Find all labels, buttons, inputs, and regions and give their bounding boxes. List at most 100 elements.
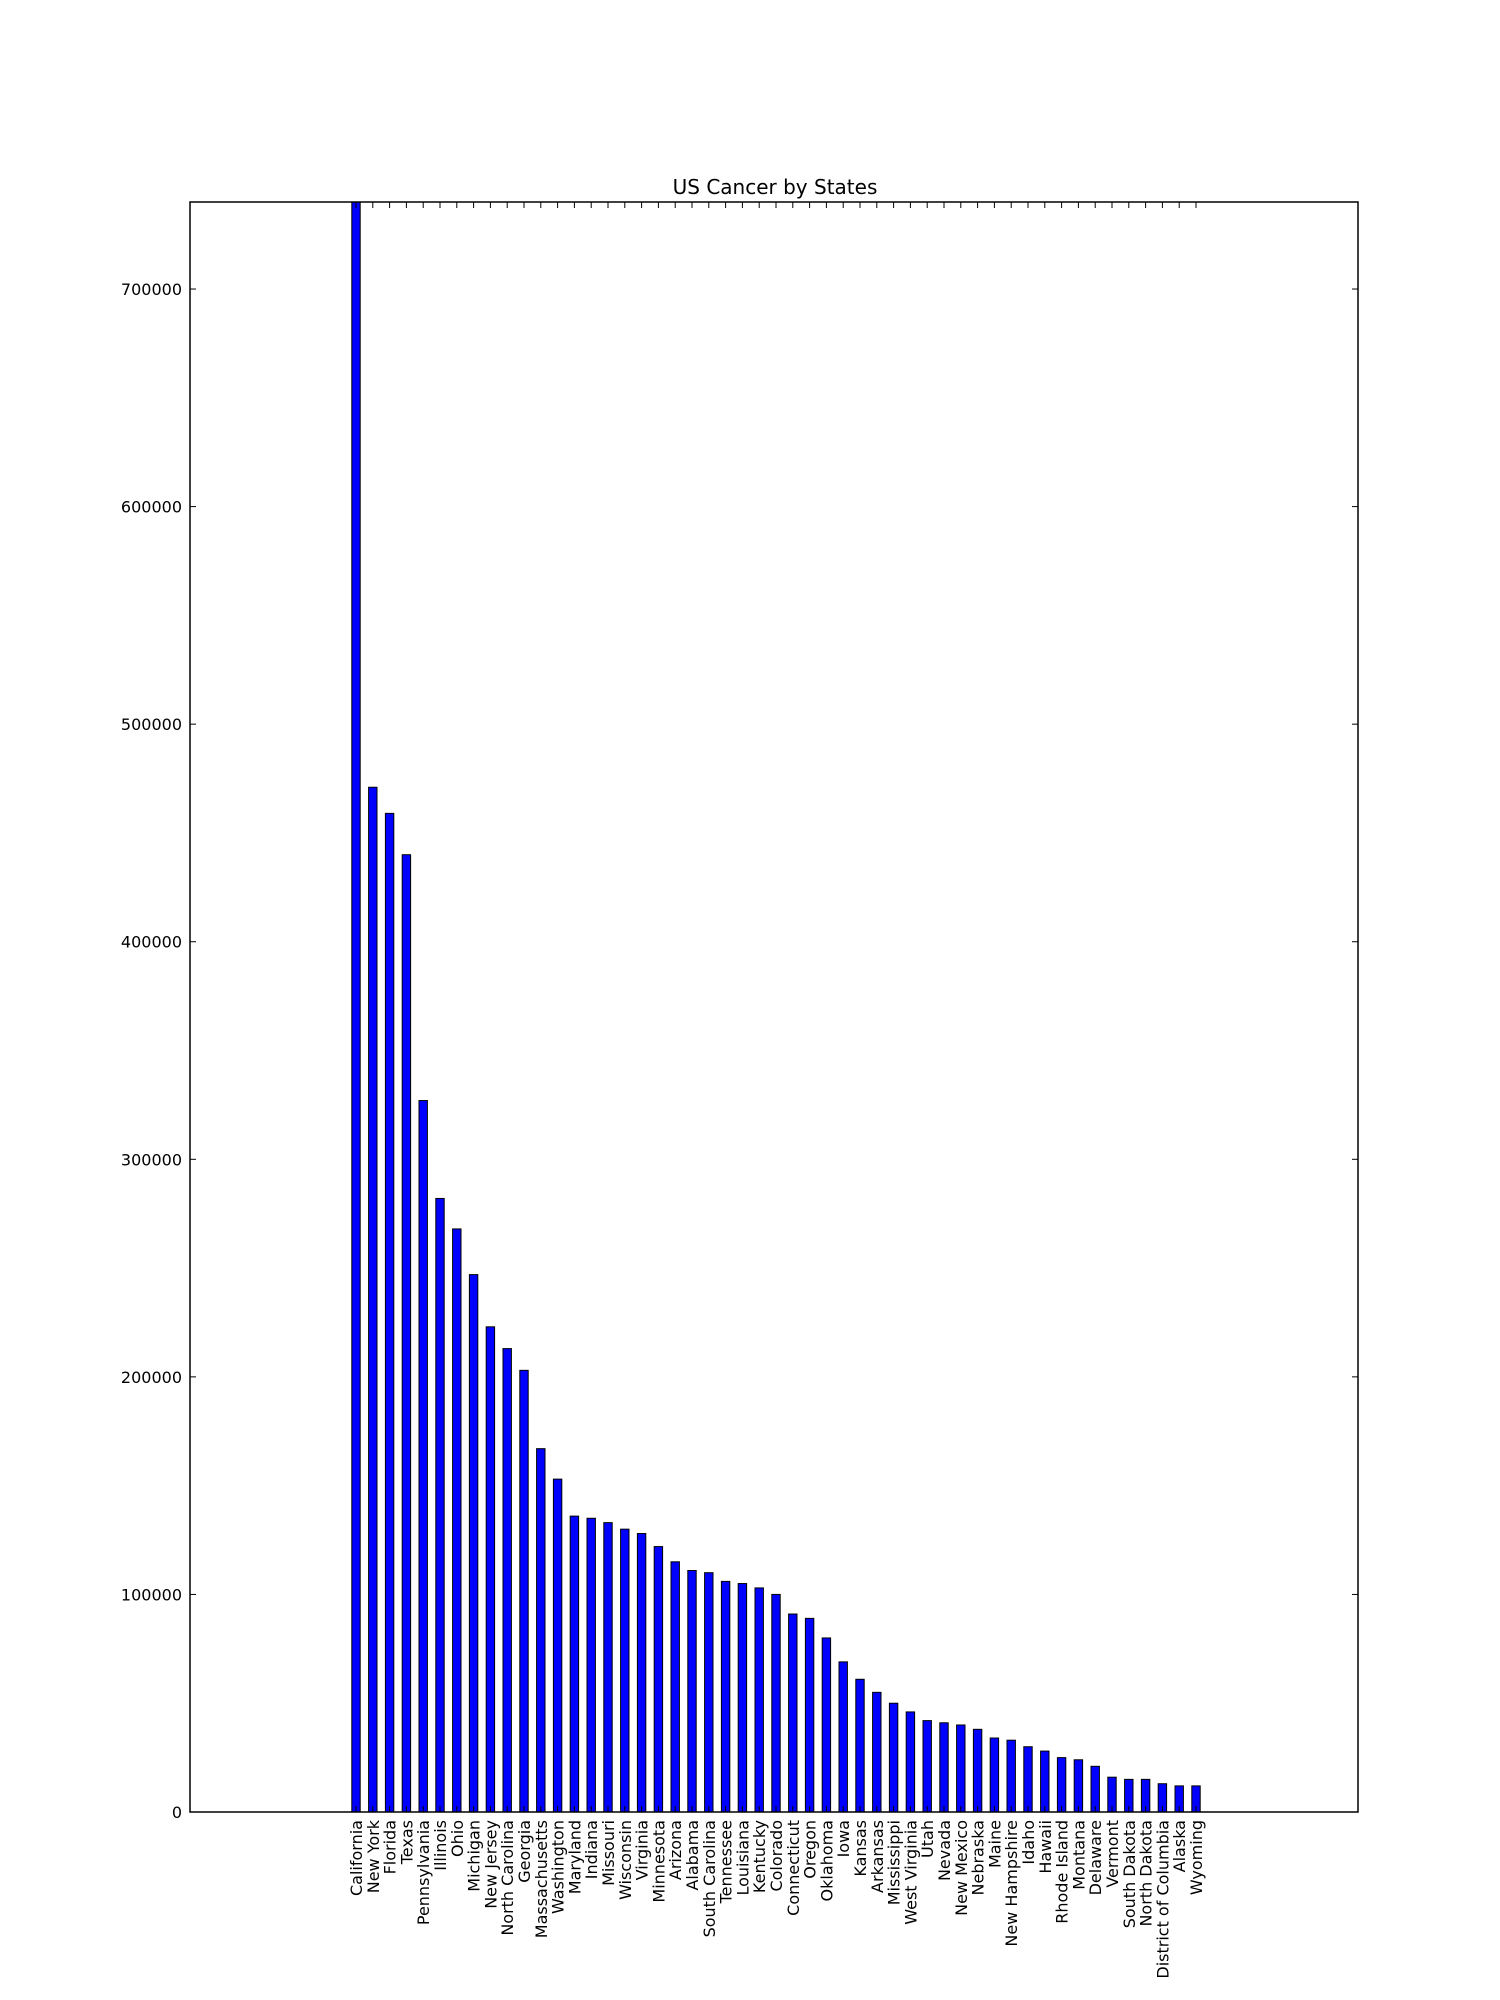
plot-frame [189,201,1359,1813]
x-tick-label: California [347,1820,366,1896]
bar-illinois [435,1197,445,1813]
x-tick-label: Maine [985,1820,1004,1868]
bar-idaho [1023,1746,1033,1813]
x-tick-label: Kentucky [750,1820,769,1893]
x-tick-label: South Carolina [700,1820,719,1937]
x-tick-label: Virginia [633,1820,652,1880]
x-tick-label: Michigan [465,1820,484,1892]
x-tick-label: Georgia [515,1820,534,1883]
bar-maine [989,1737,1000,1813]
bar-new-york [368,786,378,1813]
bar-wisconsin [620,1528,630,1813]
x-tick-label: Nevada [935,1820,954,1881]
bar-new-mexico [956,1724,966,1813]
x-tick-label: North Carolina [498,1820,517,1936]
bar-pennsylvania [418,1100,428,1813]
x-tick-label: Massachusetts [532,1820,551,1938]
x-tick-label: Connecticut [784,1820,803,1916]
y-axis: 0 100000 200000 300000 400000 500000 600000 700… [121,280,1358,1822]
x-tick-label: Hawaii [1036,1820,1055,1874]
bar-nevada [939,1722,949,1813]
y-tick-label: 0 [172,1803,182,1822]
bar-south-carolina [704,1572,714,1813]
x-tick-label: New Hampshire [1002,1820,1021,1947]
x-tick-label: Nebraska [969,1820,988,1895]
bar-delaware [1090,1765,1100,1813]
x-tick-label: Indiana [582,1820,601,1879]
x-tick-label: Kansas [851,1820,870,1877]
x-tick-label: Illinois [431,1820,450,1871]
bar-oregon [804,1617,815,1813]
bar-minnesota [653,1546,664,1813]
bar-maryland [569,1515,580,1813]
x-tick-label: Florida [381,1820,400,1874]
bar-arizona [670,1561,680,1813]
bar-mississippi [888,1702,899,1813]
bar-tennessee [720,1580,731,1813]
x-tick-label: Delaware [1086,1820,1105,1895]
bar-ohio [452,1228,462,1813]
x-tick-label: New York [364,1819,383,1893]
x-tick-label: Washington [549,1820,568,1914]
x-tick-label: Montana [1069,1820,1088,1890]
bar-montana [1073,1759,1084,1813]
x-tick-label: Iowa [834,1820,853,1857]
x-tick-label: Louisiana [733,1820,752,1896]
x-tick-label: Minnesota [649,1820,668,1903]
y-tick-label: 200000 [121,1368,182,1387]
bar-kentucky [754,1587,764,1813]
bar-louisiana [737,1583,748,1813]
x-tick-label: Vermont [1103,1820,1122,1888]
bar-washington [552,1478,563,1813]
x-tick-label: Pennsylvania [414,1820,433,1925]
bars-group [351,201,1201,1813]
bar-alabama [687,1570,697,1813]
x-tick-label: New Mexico [952,1820,971,1916]
y-tick-label: 500000 [121,715,182,734]
bar-arkansas [872,1691,882,1813]
bar-texas [401,854,412,1813]
bar-nebraska [972,1728,983,1813]
bar-utah [922,1720,932,1813]
bar-kansas [855,1678,865,1813]
bar-new-hampshire [1006,1739,1016,1813]
chart-title: US Cancer by States [673,175,878,199]
bar-north-carolina [502,1348,512,1813]
x-tick-label: Texas [397,1820,416,1865]
bar-virginia [636,1533,647,1813]
bar-iowa [838,1661,848,1813]
x-tick-label: Colorado [767,1820,786,1892]
y-tick-label: 600000 [121,498,182,517]
x-tick-label: South Dakota [1120,1820,1139,1928]
x-tick-label: Wyoming [1187,1820,1206,1895]
x-tick-label: Alabama [683,1820,702,1891]
y-tick-label: 700000 [121,280,182,299]
y-tick-label: 300000 [121,1150,182,1169]
y-tick-label: 100000 [121,1585,182,1604]
x-tick-label: Oregon [801,1820,820,1879]
bar-florida [384,812,395,1813]
bar-connecticut [788,1613,798,1813]
bar-oklahoma [821,1637,832,1813]
x-tick-label: Mississippi [885,1820,904,1905]
x-tick-label: Ohio [448,1820,467,1857]
x-tick-label: District of Columbia [1153,1820,1172,1979]
bar-colorado [771,1593,781,1813]
x-tick-label: Missouri [599,1820,618,1886]
x-tick-label: Utah [918,1820,937,1858]
bar-new-jersey [485,1326,496,1813]
x-tick-label: Wisconsin [616,1820,635,1900]
x-tick-label: New Jersey [481,1820,500,1909]
x-tick-label: North Dakota [1137,1820,1156,1927]
x-tick-label: Idaho [1019,1820,1038,1865]
x-tick-label: Maryland [565,1820,584,1894]
bar-hawaii [1040,1750,1050,1813]
x-tick-label: Arkansas [868,1820,887,1893]
bar-missouri [603,1522,613,1813]
x-tick-label: Oklahoma [817,1820,836,1901]
y-tick-label: 400000 [121,933,182,952]
bar-massachusetts [536,1448,546,1813]
